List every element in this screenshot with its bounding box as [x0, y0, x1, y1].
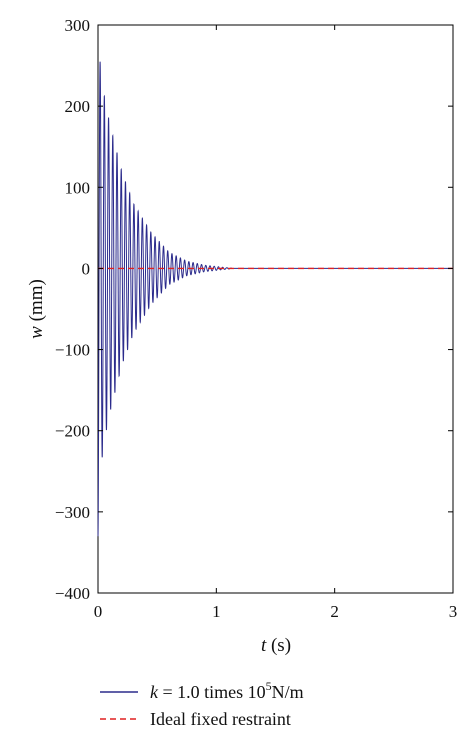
y-tick-label-1: 200: [65, 97, 91, 116]
x-axis-variable: t: [261, 635, 267, 656]
x-axis-label: t (s): [261, 635, 291, 656]
y-tick-label-7: −400: [55, 584, 90, 603]
legend-label-series-1: Ideal fixed restraint: [150, 709, 291, 729]
x-axis-unit: (s): [266, 635, 291, 656]
y-tick-label-6: −300: [55, 503, 90, 522]
y-tick-label-0: 300: [65, 16, 91, 35]
legend-var: k: [150, 682, 159, 702]
x-tick-label-1: 1: [212, 602, 221, 621]
x-tick-label-2: 2: [330, 602, 339, 621]
series-line-flexible-restraint: [97, 61, 453, 537]
legend: k = 1.0 times 105N/m Ideal fixed restrai…: [100, 679, 304, 729]
legend-sup: 5: [266, 679, 272, 693]
y-axis-variable: w: [26, 326, 47, 339]
legend-unit: N/m: [272, 682, 304, 702]
y-tick-label-3: 0: [82, 259, 91, 278]
series-layer: [97, 61, 453, 537]
y-tick-label-2: 100: [65, 178, 91, 197]
legend-label-series-0: k = 1.0 times 105N/m: [150, 679, 304, 702]
y-axis-unit: (mm): [26, 279, 47, 326]
x-tick-label-3: 3: [449, 602, 458, 621]
legend-text: = 1.0 times 10: [158, 682, 266, 702]
y-tick-label-5: −200: [55, 422, 90, 441]
y-tick-label-4: −100: [55, 341, 90, 360]
plot-frame: [97, 24, 454, 594]
y-axis-label: w (mm): [26, 279, 47, 339]
x-tick-label-0: 0: [94, 602, 103, 621]
